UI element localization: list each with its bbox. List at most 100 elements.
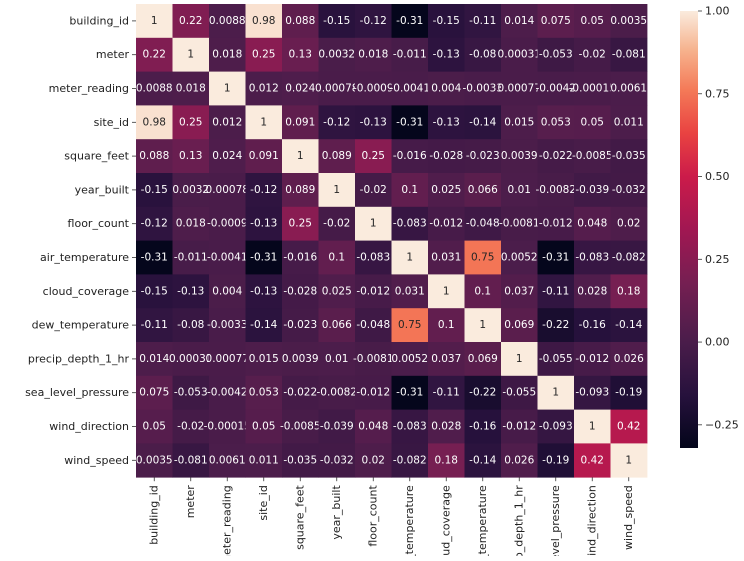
cell-value-label: 0.025 [431, 184, 461, 196]
cell-value-label: -0.012 [539, 218, 573, 230]
heatmap-cell [136, 409, 173, 444]
heatmap-cell [318, 240, 356, 275]
heatmap-cell [574, 308, 611, 343]
heatmap-cell [464, 173, 502, 208]
heatmap-cell [318, 409, 356, 444]
cell-value-label: 0.0061 [209, 454, 246, 466]
row-label: sea_level_pressure [25, 386, 129, 399]
heatmap-cell [136, 139, 173, 174]
cell-value-label: -0.13 [360, 116, 387, 128]
heatmap-cell [172, 105, 210, 140]
heatmap-cell [391, 240, 429, 275]
heatmap-cell [610, 139, 648, 174]
heatmap-cell [245, 4, 283, 39]
cell-value-label: 0.089 [285, 184, 315, 196]
heatmap-cell [282, 206, 319, 241]
cell-value-label: -0.15 [141, 184, 168, 196]
cell-value-label: 0.00031 [498, 49, 541, 61]
heatmap-cell [464, 308, 502, 343]
heatmap-cell [282, 409, 319, 444]
heatmap-cell [209, 443, 246, 478]
heatmap-cell [355, 375, 392, 410]
cell-value-label: -0.11 [433, 387, 460, 399]
cell-value-label: 0.00077 [206, 353, 249, 365]
cell-value-label: -0.02 [323, 218, 350, 230]
row-label: site_id [94, 116, 129, 129]
cell-value-label: 0.069 [504, 319, 534, 331]
cell-value-label: -0.023 [283, 319, 317, 331]
cell-value-label: -0.31 [141, 252, 168, 264]
cell-value-label: -0.31 [396, 116, 423, 128]
heatmap-cell [136, 206, 173, 241]
cell-value-label: 0.25 [179, 116, 202, 128]
cell-value-label: 0.028 [577, 285, 607, 297]
cell-value-label: 0.05 [581, 15, 604, 27]
heatmap-cell [282, 240, 319, 275]
cell-value-label: 1 [552, 387, 559, 399]
cell-value-label: 1 [516, 353, 523, 365]
heatmap-cell [391, 173, 429, 208]
column-label: wind_speed [622, 485, 635, 550]
cell-value-label: 0.018 [176, 83, 206, 95]
heatmap-cell [355, 206, 392, 241]
row-label: wind_speed [64, 454, 129, 467]
heatmap-cell [209, 240, 246, 275]
heatmap-cell [209, 308, 246, 343]
heatmap-cell [245, 173, 283, 208]
heatmap-cell [318, 173, 356, 208]
cell-value-label: 0.011 [614, 116, 644, 128]
cell-value-label: 0.011 [249, 454, 279, 466]
heatmap-cell [245, 409, 283, 444]
cell-value-label: 0.0039 [501, 150, 538, 162]
cell-value-label: -0.011 [174, 252, 208, 264]
cell-value-label: -0.13 [250, 218, 277, 230]
cell-value-label: 0.0035 [610, 15, 647, 27]
heatmap-cell [282, 308, 319, 343]
cell-value-label: 0.00077 [498, 83, 541, 95]
cell-value-label: -0.13 [433, 49, 460, 61]
cell-value-label: -0.16 [579, 319, 606, 331]
heatmap-cell [428, 37, 465, 72]
heatmap-cell [318, 375, 356, 410]
heatmap-cell [209, 37, 246, 72]
heatmap-cell [610, 173, 648, 208]
row-label: wind_direction [49, 420, 129, 433]
cell-value-label: 0.0032 [318, 49, 355, 61]
heatmap-cell [282, 375, 319, 410]
heatmap-cell [537, 71, 575, 106]
heatmap-cell [428, 173, 465, 208]
heatmap-cell [501, 37, 538, 72]
cell-value-label: 0.01 [325, 353, 348, 365]
cell-value-label: -0.00015 [204, 421, 251, 433]
cell-value-label: 1 [151, 15, 158, 27]
cell-value-label: 0.0061 [610, 83, 647, 95]
cell-value-label: 0.0039 [282, 353, 319, 365]
heatmap-cell [136, 240, 173, 275]
cell-value-label: -0.028 [283, 285, 317, 297]
heatmap-cell [391, 375, 429, 410]
cell-value-label: -0.15 [433, 15, 460, 27]
cell-value-label: 0.0052 [501, 252, 538, 264]
column-label: meter [184, 485, 197, 519]
cell-value-label: -0.083 [575, 252, 609, 264]
colorbar-tick-label: 0.25 [705, 253, 730, 266]
cell-value-label: -0.0009 [353, 83, 394, 95]
heatmap-cell [282, 274, 319, 309]
heatmap-cell [245, 105, 283, 140]
heatmap-cell [209, 71, 246, 106]
heatmap-cell [537, 173, 575, 208]
column-labels: building_id meter meter_reading site_id squa… [148, 477, 635, 561]
colorbar-tick-label: −0.25 [705, 418, 739, 431]
heatmap-cell [245, 342, 283, 377]
heatmap-cell [245, 308, 283, 343]
heatmap-cell [610, 240, 648, 275]
cell-value-label: -0.082 [393, 454, 427, 466]
heatmap-cell [537, 274, 575, 309]
cell-value-label: 0.0088 [209, 15, 246, 27]
heatmap-cell [464, 240, 502, 275]
heatmap-cell [355, 308, 392, 343]
cell-value-label: 0.25 [252, 49, 275, 61]
cell-value-label: -0.14 [469, 454, 496, 466]
cell-value-label: -0.16 [469, 421, 496, 433]
